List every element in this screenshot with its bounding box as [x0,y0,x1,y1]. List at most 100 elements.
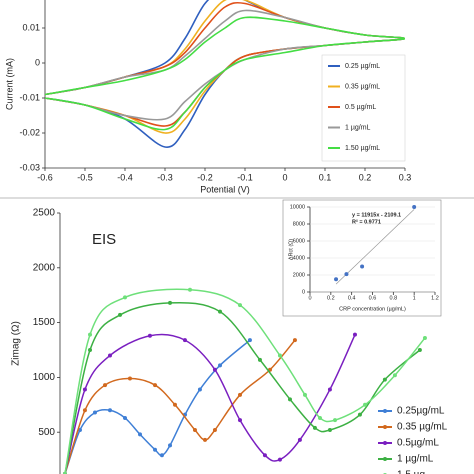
data-point [153,447,158,452]
data-point [262,453,267,458]
plot-area [334,205,417,285]
y-tick-label: 1000 [33,372,56,383]
data-point [82,387,87,392]
x-tick-label: 0 [308,295,311,301]
data-point [212,367,217,372]
data-point [287,397,292,402]
y-tick-label: 4000 [293,255,305,261]
series-line [64,339,296,474]
data-point [422,335,427,340]
y-tick-label: 2000 [293,272,305,278]
data-point [332,418,337,423]
y-axis-label: Zimag (Ω) [11,321,22,366]
data-point [327,428,332,433]
annotation: R² = 0.9771 [352,218,381,225]
data-point [122,295,127,300]
x-tick-label: 0.2 [359,172,372,182]
x-tick-label: -0.6 [37,172,53,182]
x-tick-label: 0.6 [369,295,377,301]
legend-label: 0.5 µg/mL [345,104,376,111]
annotation: EIS [92,231,116,248]
data-point [277,457,282,462]
data-point [360,264,365,269]
data-point [168,300,173,305]
y-tick-label: 8000 [293,221,305,227]
data-point [327,387,332,392]
data-point [392,373,397,378]
legend-box [321,54,406,162]
data-point [192,428,197,433]
data-point [312,425,317,430]
y-tick-label: 10000 [290,204,305,210]
x-tick-label: 0.4 [348,295,356,301]
series-line [45,0,405,148]
y-tick-label: -0.01 [19,92,40,102]
data-point [103,383,108,388]
series-line [45,16,405,131]
x-tick-label: -0.3 [157,172,173,182]
legend-label: 0.35 µg/mL [345,83,380,90]
x-tick-label: 0.8 [390,295,398,301]
legend-label: 0.35 µg/mL [397,422,448,433]
data-point [218,309,223,314]
legend-label: 1.50 µg/mL [345,145,380,152]
data-point [197,387,202,392]
data-point [203,437,208,442]
x-axis-label: Potential (V) [200,184,250,194]
data-point [107,408,112,413]
data-point [172,402,177,407]
legend-label: 0.5µg/mL [397,438,439,449]
data-point [317,415,322,420]
legend-label: 1 µg/mL [345,124,371,131]
data-point [153,383,158,388]
annotation: y = 11915x - 2109.1 [352,212,401,218]
data-point [237,418,242,423]
data-point [168,443,173,448]
data-point [334,277,339,282]
data-point [118,312,123,317]
x-tick-label: -0.4 [117,172,133,182]
y-axis-label: Current (mA) [4,58,14,110]
data-point [88,348,93,352]
legend-swatch [383,409,387,413]
series-line [64,301,421,474]
legend-label: 1.5 µg [397,470,425,474]
plot-area [62,287,427,474]
trendline [335,209,415,285]
legend-label: 0.25µg/mL [397,406,445,417]
data-point [412,205,417,209]
x-tick-label: 0.1 [319,172,332,182]
data-point [218,363,223,368]
data-point [247,338,252,343]
x-tick-label: -0.2 [197,172,213,182]
series-line [45,0,405,134]
data-point [127,376,132,381]
data-point [107,353,112,358]
y-tick-label: -0.03 [19,162,40,172]
data-point [417,348,422,352]
y-tick-label: 0.01 [22,22,40,32]
x-tick-label: -0.5 [77,172,93,182]
data-point [88,332,93,337]
data-point [92,410,97,415]
y-tick-label: 0 [302,289,305,295]
data-point [159,453,164,458]
y-axis-label: ΔRct (Ω) [288,239,294,260]
data-point [62,471,67,474]
data-point [363,402,368,407]
data-point [297,437,302,442]
data-point [82,408,87,413]
legend-label: 1 µg/mL [397,454,434,465]
x-tick-label: 1.2 [431,295,439,301]
legend-swatch [383,441,387,445]
data-point [357,412,362,417]
y-tick-label: 6000 [293,238,305,244]
data-point [382,377,387,382]
data-point [147,333,152,338]
series-line [45,9,405,121]
y-tick-label: 500 [38,427,55,438]
data-point [122,415,127,420]
y-tick-label: 1500 [33,317,56,328]
data-point [257,357,262,362]
y-tick-label: 2000 [33,262,56,273]
